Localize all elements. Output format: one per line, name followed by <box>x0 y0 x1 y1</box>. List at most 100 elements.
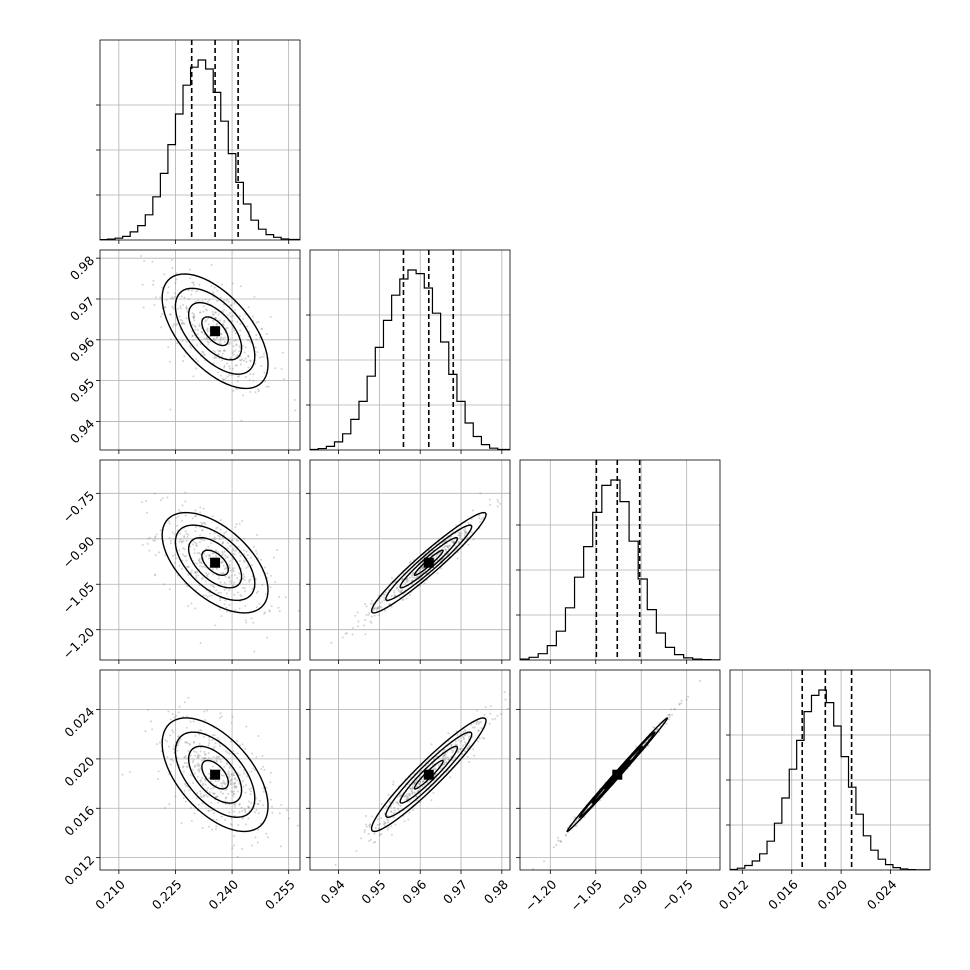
sample-point <box>200 561 203 564</box>
sample-point <box>243 769 246 772</box>
sample-point <box>372 608 375 611</box>
sample-point <box>248 788 251 791</box>
sample-point <box>395 801 398 804</box>
sample-point <box>247 339 250 342</box>
sample-point <box>228 373 231 376</box>
y-tick-label-1-3: 0.97 <box>67 294 97 324</box>
scatter-1-0 <box>140 254 297 422</box>
sample-point <box>187 565 190 568</box>
sample-point <box>367 613 370 616</box>
sample-point <box>390 825 393 828</box>
sample-point <box>230 579 233 582</box>
sample-point <box>500 712 503 715</box>
sample-point <box>186 536 189 539</box>
sample-point <box>238 803 241 806</box>
sample-point <box>236 388 239 391</box>
sample-point <box>405 597 408 600</box>
sample-point <box>406 580 409 583</box>
sample-point <box>408 576 411 579</box>
sample-point <box>384 591 387 594</box>
sample-point <box>225 362 228 365</box>
sample-point <box>210 809 213 812</box>
sample-point <box>656 728 659 731</box>
sample-point <box>250 770 253 773</box>
sample-point <box>459 748 462 751</box>
sample-point <box>245 360 248 363</box>
sample-point <box>225 567 228 570</box>
sample-point <box>374 827 377 830</box>
sample-point <box>174 795 177 798</box>
sample-point <box>257 812 260 815</box>
sample-point <box>230 823 233 826</box>
sample-point <box>184 800 187 803</box>
sample-point <box>272 556 275 559</box>
sample-point <box>436 572 439 575</box>
sample-point <box>192 720 195 723</box>
sample-point <box>192 316 195 319</box>
sample-point <box>207 809 210 812</box>
sample-point <box>183 761 186 764</box>
sample-point <box>239 766 242 769</box>
sample-point <box>171 305 174 308</box>
sample-point <box>245 784 248 787</box>
sample-point <box>415 785 418 788</box>
sample-point <box>225 796 228 799</box>
sample-point <box>167 710 170 713</box>
sample-point <box>464 750 467 753</box>
sample-point <box>667 718 670 721</box>
sample-point <box>177 735 180 738</box>
sample-point <box>434 768 437 771</box>
y-tick-label-1-0: 0.94 <box>67 416 97 446</box>
sample-point <box>445 760 448 763</box>
sample-point <box>399 795 402 798</box>
sample-point <box>357 625 360 628</box>
sample-point <box>232 792 235 795</box>
sample-point <box>439 551 442 554</box>
sample-point <box>244 590 247 593</box>
sample-point <box>249 578 252 581</box>
sample-point <box>236 320 239 323</box>
sample-point <box>250 790 253 793</box>
sample-point <box>184 782 187 785</box>
sample-point <box>196 764 199 767</box>
sample-point <box>446 546 449 549</box>
sample-point <box>379 823 382 826</box>
sample-point <box>255 338 258 341</box>
sample-point <box>233 785 236 788</box>
sample-point <box>399 591 402 594</box>
sample-point <box>462 736 465 739</box>
sample-point <box>230 574 233 577</box>
sample-point <box>216 299 219 302</box>
sample-point <box>268 609 271 612</box>
sample-point <box>390 810 393 813</box>
sample-point <box>380 817 383 820</box>
sample-point <box>148 549 151 552</box>
sample-point <box>457 541 460 544</box>
sample-point <box>401 589 404 592</box>
sample-point <box>408 561 411 564</box>
sample-point <box>370 838 373 841</box>
sample-point <box>233 781 236 784</box>
sample-point <box>447 757 450 760</box>
sample-point <box>169 360 172 363</box>
sample-point <box>237 823 240 826</box>
sample-point <box>468 744 471 747</box>
sample-point <box>673 708 676 711</box>
sample-point <box>183 548 186 551</box>
sample-point <box>233 792 236 795</box>
sample-point <box>214 555 217 558</box>
sample-point <box>464 527 467 530</box>
sample-point <box>206 795 209 798</box>
sample-point <box>203 354 206 357</box>
contour-2-0-0 <box>201 549 230 576</box>
sample-point <box>210 787 213 790</box>
sample-point <box>167 346 170 349</box>
sample-point <box>234 778 237 781</box>
sample-point <box>236 380 239 383</box>
sample-point <box>370 599 373 602</box>
sample-point <box>178 740 181 743</box>
sample-point <box>232 329 235 332</box>
sample-point <box>230 740 233 743</box>
sample-point <box>266 836 269 839</box>
sample-point <box>411 786 414 789</box>
